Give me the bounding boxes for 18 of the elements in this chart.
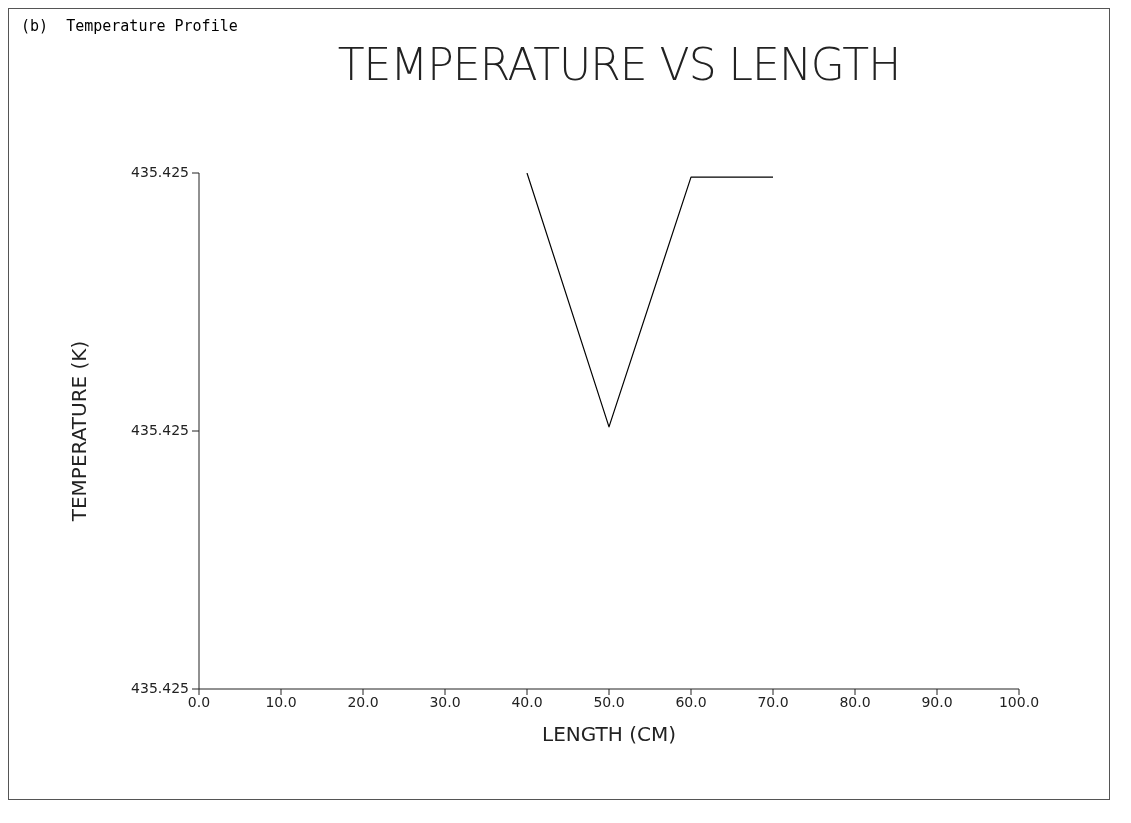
- x-tick-label: 0.0: [187, 693, 211, 710]
- x-tick-label: 80.0: [839, 693, 871, 710]
- text: 435.425: [130, 164, 189, 180]
- x-tick-label: 20.0: [347, 693, 379, 710]
- y-axis-title: TEMPERATURE (K): [67, 340, 92, 523]
- text: 435.425: [130, 680, 189, 696]
- x-tick-label: 90.0: [921, 693, 953, 710]
- x-tick-label: 100.0: [998, 693, 1040, 710]
- text: (b) Temperature Profile: [21, 17, 238, 35]
- x-tick-label: 10.0: [265, 693, 297, 710]
- x-axis-title: LENGTH (CM): [542, 722, 676, 746]
- text: 435.425: [131, 422, 189, 438]
- x-tick-label: 60.0: [675, 693, 707, 710]
- x-tick-label: 50.0: [593, 693, 625, 710]
- x-tick-label: 70.0: [757, 693, 789, 710]
- x-tick-label: 40.0: [511, 693, 543, 710]
- chart-title: TEMPERATURE VS LENGTH: [336, 39, 902, 90]
- x-tick-label: 30.0: [429, 693, 461, 710]
